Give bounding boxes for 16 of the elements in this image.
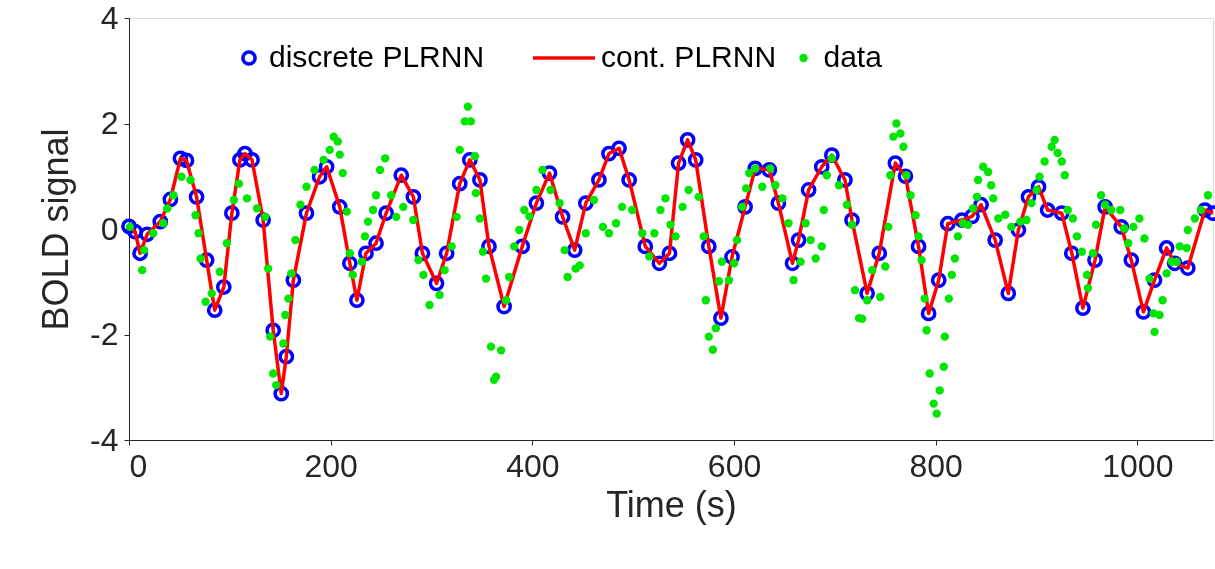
x-tick-label: 400 (506, 447, 560, 484)
x-tick-label: 200 (304, 447, 358, 484)
y-tick-label: 2 (100, 105, 119, 141)
x-tick-label: 800 (909, 447, 963, 484)
x-tick-label: 0 (129, 447, 148, 484)
legend-label: discrete PLRNN (269, 40, 485, 73)
y-axis-title: BOLD signal (35, 128, 77, 331)
y-tick-label: -2 (90, 316, 119, 352)
legend-label: data (823, 40, 883, 73)
x-tick-label: 600 (707, 447, 762, 484)
y-tick-label: 4 (100, 0, 119, 36)
y-tick-label: -4 (90, 421, 119, 458)
x-axis-title: Time (s) (606, 483, 737, 525)
legend-label: cont. PLRNN (601, 40, 777, 73)
y-tick-label: 0 (100, 210, 119, 247)
x-tick-label: 1000 (1102, 447, 1174, 484)
